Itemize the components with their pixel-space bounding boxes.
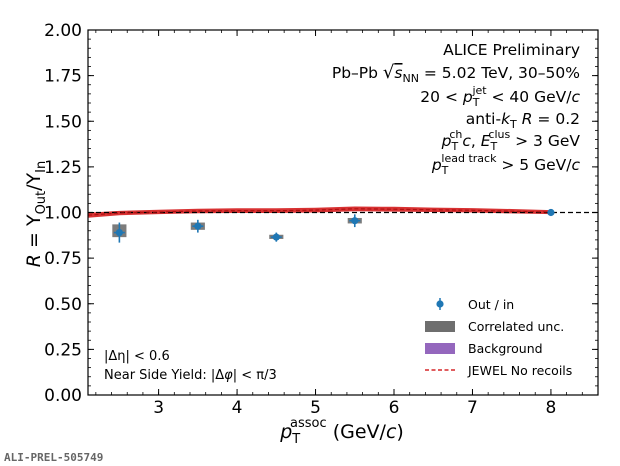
jet-algorithm-label: anti-kT R = 0.2 <box>466 110 580 131</box>
annotation-block: ALICE Preliminary Pb–Pb √sNN = 5.02 TeV,… <box>332 41 581 177</box>
collision-system-label: Pb–Pb √sNN = 5.02 TeV, 30–50% <box>332 62 580 85</box>
y-tick-label: 1.50 <box>44 112 82 132</box>
data-point <box>115 228 123 237</box>
legend-entry-jewel: JEWEL No recoils <box>425 363 572 378</box>
legend-entry-correlated-unc: Correlated unc. <box>425 319 564 334</box>
legend-correlated-unc-swatch <box>425 321 455 332</box>
y-tick-label: 0.00 <box>44 386 82 406</box>
y-tick-label: 1.25 <box>44 158 82 178</box>
legend-background-label: Background <box>468 341 543 356</box>
data-point <box>547 208 555 217</box>
lead-track-cut-label: pTlead track > 5 GeV/c <box>431 152 581 177</box>
data-point <box>194 222 202 230</box>
y-tick-label: 1.00 <box>44 204 82 224</box>
x-tick-label: 7 <box>467 398 478 418</box>
experiment-label: ALICE Preliminary <box>443 41 580 59</box>
legend-correlated-unc-label: Correlated unc. <box>468 319 564 334</box>
legend-out-in-label: Out / in <box>468 297 514 312</box>
x-tick-label: 4 <box>232 398 243 418</box>
x-tick-label: 3 <box>153 398 164 418</box>
y-tick-label: 2.00 <box>44 21 82 41</box>
x-axis-label: pTassoc (GeV/c) <box>279 416 404 447</box>
y-tick-label: 0.50 <box>44 295 82 315</box>
y-tick-label: 0.75 <box>44 249 82 269</box>
y-axis-label: R = YOut/YIn <box>23 161 49 267</box>
data-point <box>272 233 280 241</box>
legend-out-in-marker <box>436 300 444 308</box>
axes: 0.00 0.25 0.50 0.75 1.00 1.25 1.50 1.75 2.00 3 4 5 6… <box>44 21 599 418</box>
legend-entry-background: Background <box>425 341 543 356</box>
jewel-line <box>88 208 551 216</box>
jet-pt-range-label: 20 < pTjet < 40 GeV/c <box>420 84 580 109</box>
legend-jewel-label: JEWEL No recoils <box>467 363 572 378</box>
constituent-cut-label: pTchc, ETclus > 3 GeV <box>441 128 581 153</box>
near-side-yield-label: Near Side Yield: |Δφ| < π/3 <box>104 368 277 383</box>
data-point <box>351 217 359 225</box>
delta-eta-cut-label: |Δη| < 0.6 <box>104 349 170 364</box>
x-tick-label: 6 <box>389 398 400 418</box>
legend-background-swatch <box>425 343 455 354</box>
legend: Out / in Correlated unc. Background JEWE… <box>425 297 572 378</box>
plot-content <box>88 206 598 243</box>
x-tick-label: 5 <box>310 398 321 418</box>
legend-entry-out-in: Out / in <box>436 297 514 312</box>
y-tick-label: 0.25 <box>44 340 82 360</box>
figure-id-label: ALI-PREL-505749 <box>4 451 103 464</box>
x-tick-label: 8 <box>546 398 557 418</box>
plot-area <box>88 206 598 243</box>
y-tick-label: 1.75 <box>44 67 82 87</box>
